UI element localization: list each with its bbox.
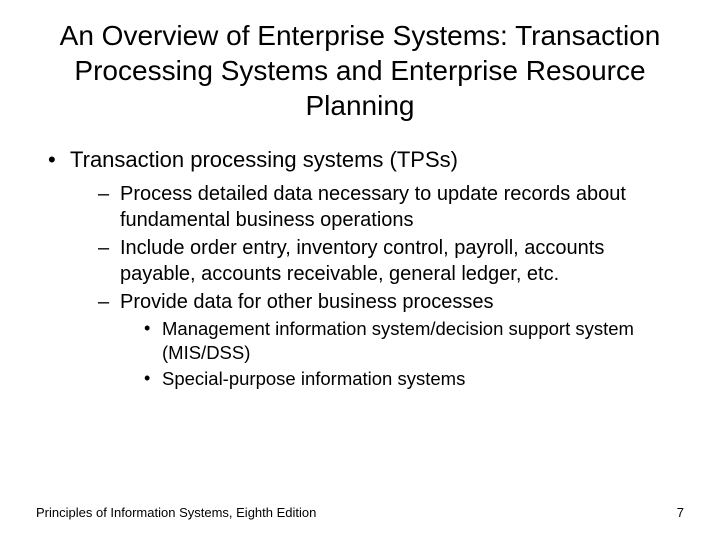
list-item: Transaction processing systems (TPSs) Pr… xyxy=(48,145,684,391)
slide-footer: Principles of Information Systems, Eight… xyxy=(36,505,684,520)
bullet-list-level1: Transaction processing systems (TPSs) Pr… xyxy=(36,145,684,391)
bullet-text: Special-purpose information systems xyxy=(162,368,465,389)
bullet-list-level3: Management information system/decision s… xyxy=(120,317,684,391)
bullet-list-level2: Process detailed data necessary to updat… xyxy=(70,181,684,391)
footer-source: Principles of Information Systems, Eight… xyxy=(36,505,316,520)
footer-page-number: 7 xyxy=(677,505,684,520)
list-item: Include order entry, inventory control, … xyxy=(98,235,684,287)
bullet-text: Transaction processing systems (TPSs) xyxy=(70,147,458,172)
bullet-text: Management information system/decision s… xyxy=(162,318,634,363)
bullet-text: Include order entry, inventory control, … xyxy=(120,237,604,285)
bullet-text: Provide data for other business processe… xyxy=(120,291,494,313)
list-item: Management information system/decision s… xyxy=(144,317,684,365)
list-item: Special-purpose information systems xyxy=(144,367,684,391)
list-item: Process detailed data necessary to updat… xyxy=(98,181,684,233)
slide-title: An Overview of Enterprise Systems: Trans… xyxy=(36,18,684,123)
bullet-text: Process detailed data necessary to updat… xyxy=(120,183,626,231)
list-item: Provide data for other business processe… xyxy=(98,289,684,391)
